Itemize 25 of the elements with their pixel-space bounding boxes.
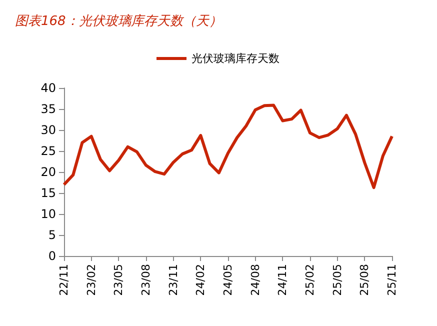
x-tick-label: 22/11 [58,264,70,296]
y-tick-label: 0 [48,249,56,263]
y-tick-label: 30 [40,123,56,137]
y-tick-label: 35 [40,102,56,116]
x-tick-label: 24/05 [222,264,234,296]
y-tick-label: 5 [48,228,56,242]
x-tick-label: 25/11 [386,264,398,296]
x-tick-label: 23/08 [140,264,152,296]
x-tick-label: 23/11 [166,264,180,296]
y-tick-label: 15 [40,186,56,200]
x-tick-label: 25/02 [304,264,316,296]
y-tick-label: 10 [40,207,56,221]
y-tick-label: 25 [40,144,56,158]
legend-label: 光伏玻璃库存天数 [192,52,280,65]
x-tick-label: 25/08 [358,264,372,296]
y-tick-label: 40 [40,81,56,95]
line-series [62,104,394,190]
x-tick-label: 25/05 [330,264,344,296]
x-tick-label: 23/02 [84,264,98,296]
x-tick-label: 24/11 [276,264,290,296]
x-tick-label: 24/02 [194,264,208,296]
x-tick-label: 24/08 [248,264,262,296]
y-tick-label: 20 [40,165,56,179]
x-tick-label: 23/05 [112,264,126,296]
chart-title: 图表168：光伏玻璃库存天数（天） [15,14,222,29]
